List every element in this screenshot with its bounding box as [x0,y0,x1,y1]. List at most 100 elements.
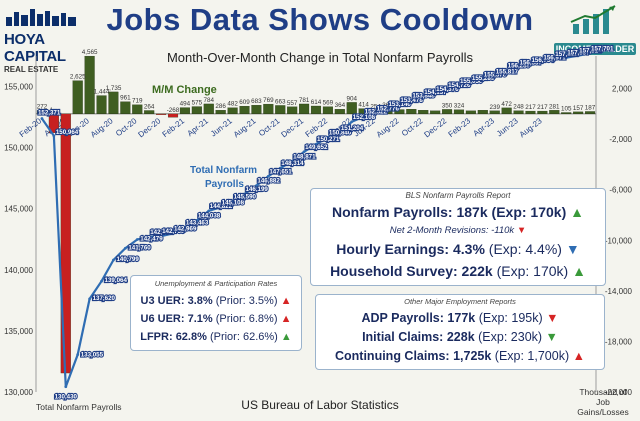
mm-change-bar [561,112,572,114]
payrolls-point [445,88,449,92]
payrolls-point [457,84,461,88]
payrolls-point [398,103,401,107]
mm-change-bar [72,80,83,114]
payrolls-point-label: 155,578 [483,70,508,79]
payrolls-point-label: 155,289 [471,74,496,83]
x-tick-label: Oct-22 [400,116,425,138]
payrolls-point-label-text: 142,969 [174,225,197,232]
payrolls-point-label: 140,799 [115,255,140,264]
bar-value-label: 1,444 [94,89,110,96]
payrolls-point-label: 152,371 [37,108,62,117]
mm-change-bar [346,102,357,114]
lfpr-label: LFPR: [140,331,173,343]
nonfarm-annotation-line2: Payrolls [205,179,244,190]
earnings-row: Hourly Earnings: 4.3% (Exp: 4.4%) ▼ [311,241,605,257]
x-tick-label: Dec-21 [279,116,305,139]
bar-series [36,55,596,374]
bar-value-label: 364 [335,102,346,109]
bar-value-label: 569 [323,100,334,107]
left-axis: 155,000 150,000 145,000 140,000 135,000 130,0… [4,56,37,397]
payrolls-point-label-text: 156,537 [520,60,543,67]
bar-value-label: 286 [215,103,226,110]
mm-change-bar [84,55,95,114]
revisions-text: Net 2-Month Revisions: -110k [389,225,515,236]
payrolls-point-label: 157,357 [566,49,591,58]
bar-value-label: 494 [180,101,191,108]
payrolls-point-label: 155,817 [495,67,520,76]
payrolls-point-label: 155,050 [459,77,484,86]
payrolls-point-label: 156,971 [542,53,567,62]
payrolls-point-label-text: 144,822 [210,203,233,210]
x-tick-label: Feb-20 [18,116,44,139]
x-tick-label: Oct-21 [257,116,282,138]
mm-change-bar [549,110,560,114]
bar-value-label: 663 [275,98,286,105]
payrolls-point-label-text: 155,289 [472,75,495,82]
payrolls-point-label-text: 143,463 [186,219,209,226]
payrolls-point [576,54,580,58]
mm-change-bar [453,109,465,114]
payrolls-point [386,107,389,111]
bls-report-panel: BLS Nonfarm Payrolls Report Nonfarm Payr… [310,188,606,286]
payrolls-point-label: 148,314 [280,159,305,168]
bar-value-label: 324 [454,103,465,110]
payrolls-point-label-text: 155,578 [484,71,507,78]
payrolls-point [362,115,366,119]
payrolls-point-label: 152,522 [364,108,389,117]
payrolls-point [52,134,56,138]
left-axis-title: Total Nonfarm Payrolls [36,402,122,412]
payrolls-point [171,232,175,235]
x-tick-label: Aug-23 [518,116,544,139]
mm-change-bar [525,110,536,114]
right-axis-title-line2: Gains/Losses [577,407,629,417]
u6-value: 7.1% [187,313,213,325]
payrolls-point-label: 143,463 [185,218,210,227]
payrolls-point-label: 130,430 [53,393,78,402]
payrolls-point [481,77,485,81]
adp-row: ADP Payrolls: 177k (Exp: 195k) ▼ [316,311,604,325]
payrolls-point-label: 146,882 [256,177,281,186]
payrolls-value: 187k [456,204,488,220]
x-tick-label: Feb-23 [447,116,473,139]
payrolls-point-label: 142,755 [161,227,186,236]
left-tick-label: 155,000 [4,82,33,91]
payrolls-point-label-text: 152,776 [377,106,400,113]
payrolls-point [195,219,199,222]
chart-title: Jobs Data Shows Cooldown [106,2,534,37]
bar-value-label: 272 [37,103,48,110]
claims-label: Initial Claims: [362,330,444,344]
logo-line-1: HOYA CAPITAL [4,31,66,65]
bar-value-label: 557 [287,100,298,107]
payrolls-point [529,63,532,67]
bar-value-label: 414 [358,102,369,109]
mm-change-bar [430,110,441,114]
payrolls-point-label-text: 152,371 [38,110,61,117]
payrolls-point [421,95,425,99]
payrolls-point [278,166,282,170]
payrolls-point [76,353,80,357]
right-tick-label: -6,000 [609,186,632,195]
payrolls-point-label: 133,055 [80,351,105,360]
up-arrow-icon: ▲ [572,349,585,363]
up-arrow-icon: ▲ [572,263,586,279]
payrolls-point-label-text: 154,376 [436,86,459,93]
bar-value-label: 472 [501,101,512,108]
mm-change-bar [36,110,47,114]
payrolls-point-label: 142,479 [139,234,164,243]
mm-change-bar [120,101,131,114]
payrolls-point-label: 148,871 [292,152,317,161]
x-tick-label: Apr-21 [186,116,211,138]
left-tick-label: 140,000 [4,266,33,275]
cont-label: Continuing Claims: [335,349,450,363]
up-arrow-icon: ▲ [280,313,292,325]
x-tick-label: Aug-22 [375,116,401,139]
payrolls-point-label-text: 153,478 [400,97,423,104]
payrolls-point-label: 137,620 [92,294,117,303]
cont-value: 1,725k [453,349,492,363]
payrolls-point-label-text: 156,971 [543,54,566,61]
bar-value-label: 248 [513,104,524,111]
payrolls-point [64,385,68,389]
payrolls-point-label-text: 150,964 [56,129,79,136]
payrolls-point-label-text: 144,038 [198,212,221,219]
bar-value-label: 254 [370,104,381,111]
